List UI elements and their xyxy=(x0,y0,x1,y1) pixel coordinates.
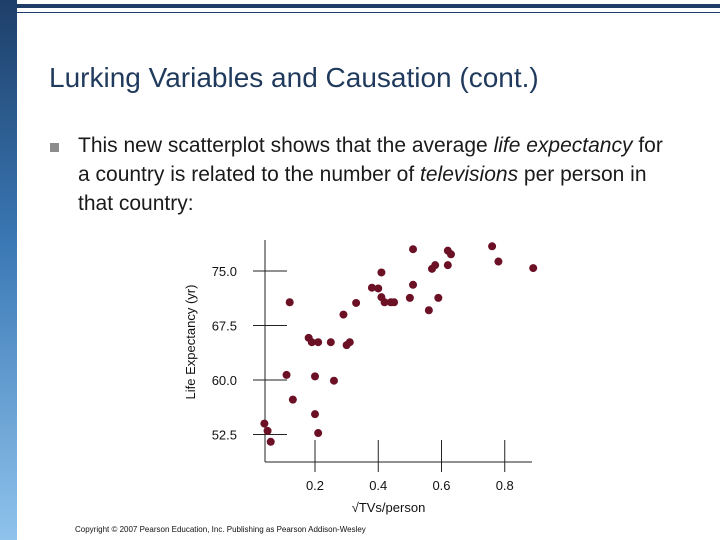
top-divider-thin-line xyxy=(17,12,720,13)
data-point xyxy=(339,310,348,319)
data-point xyxy=(326,338,335,347)
data-point xyxy=(409,280,418,289)
data-point xyxy=(431,261,440,270)
copyright-notice: Copyright © 2007 Pearson Education, Inc.… xyxy=(75,525,366,534)
y-tick-label: 75.0 xyxy=(212,264,237,279)
bullet-text-italic-life-expectancy: life expectancy xyxy=(493,134,633,157)
data-point xyxy=(307,338,316,347)
data-point xyxy=(377,268,386,277)
data-point xyxy=(352,298,361,307)
slide-title: Lurking Variables and Causation (cont.) xyxy=(49,62,539,93)
data-point xyxy=(434,293,443,302)
x-tick-label: 0.4 xyxy=(369,478,387,493)
x-tick-label: 0.6 xyxy=(432,478,450,493)
bullet-text: This new scatterplot shows that the aver… xyxy=(78,131,678,218)
data-point xyxy=(494,257,503,266)
x-axis-label: √TVs/person xyxy=(352,500,426,515)
data-point xyxy=(529,264,538,273)
x-tick-label: 0.2 xyxy=(306,478,324,493)
y-axis-label: Life Expectancy (yr) xyxy=(183,285,198,400)
top-divider-line xyxy=(17,4,720,8)
data-point xyxy=(266,437,275,446)
data-point xyxy=(329,376,338,385)
data-point xyxy=(380,298,389,307)
data-point xyxy=(405,293,414,302)
data-point xyxy=(446,250,455,259)
data-point xyxy=(367,283,376,292)
data-point xyxy=(288,395,297,404)
data-point xyxy=(282,370,291,379)
data-point xyxy=(443,261,452,270)
data-point xyxy=(314,338,323,347)
data-point xyxy=(374,284,383,293)
data-point xyxy=(345,338,354,347)
bullet-text-italic-televisions: televisions xyxy=(420,163,519,186)
scatterplot-chart: 52.5 60.0 67.5 75.0 0.2 0.4 0.6 0.8 √TVs/person L… xyxy=(183,240,538,515)
slide-sidebar-bar xyxy=(0,0,17,540)
data-point xyxy=(424,306,433,315)
y-tick-label: 52.5 xyxy=(212,428,237,443)
data-point xyxy=(390,298,399,307)
data-point xyxy=(311,372,319,381)
x-tick-label: 0.8 xyxy=(496,478,514,493)
data-point xyxy=(314,429,323,438)
bullet-text-part: per person in that country: xyxy=(78,163,647,215)
y-tick-label: 67.5 xyxy=(212,319,237,334)
data-point xyxy=(409,245,418,254)
data-point xyxy=(263,426,272,435)
y-tick-label: 60.0 xyxy=(212,373,237,388)
data-point xyxy=(311,410,319,419)
bullet-text-part: for a country is related to the number o… xyxy=(78,134,663,186)
bullet-square-icon xyxy=(50,143,59,152)
data-point xyxy=(260,419,269,428)
bullet-text-part: This new scatterplot shows that the aver… xyxy=(78,134,494,157)
data-point xyxy=(285,298,294,307)
data-point xyxy=(488,242,497,251)
